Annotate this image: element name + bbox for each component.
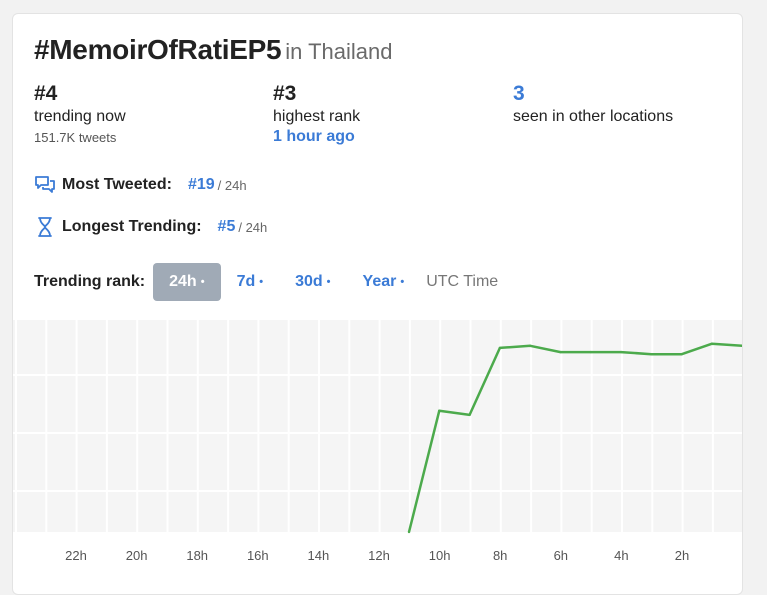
chart-point (529, 344, 532, 348)
chart-x-tick-label: 2h (675, 548, 689, 563)
highest-rank-time-link[interactable]: 1 hour ago (273, 128, 355, 145)
chart-x-tick-label: 6h (554, 548, 568, 563)
trending-rank-title: Trending rank: (34, 273, 146, 290)
chart-x-tick-label: 12h (368, 548, 390, 563)
chart-point (741, 344, 742, 347)
trending-rank-value: #4 (34, 82, 58, 105)
trending-rank-label: trending now (34, 108, 126, 125)
tab-24h-label: 24h (169, 273, 197, 290)
longest-trending-unit: / 24h (238, 219, 268, 235)
most-tweeted-value[interactable]: #19 (187, 176, 215, 193)
chat-bubbles-icon (34, 174, 56, 196)
hourglass-icon (34, 216, 56, 238)
chart-point (498, 346, 502, 350)
tab-year-label: Year (362, 273, 397, 290)
chart-point (407, 530, 411, 534)
chart-point (559, 350, 562, 354)
chart-plot-area (13, 319, 742, 532)
chart-x-tick-label: 14h (308, 548, 330, 563)
chart-x-tick-label: 18h (186, 548, 208, 563)
most-tweeted-label: Most Tweeted: (62, 176, 172, 193)
other-locations-count[interactable]: 3 (513, 82, 525, 105)
tab-30d-dot: • (326, 275, 331, 288)
chart-point (680, 352, 683, 356)
highest-rank-label: highest rank (273, 108, 361, 125)
tab-30d[interactable]: 30d • (279, 263, 346, 301)
chart-x-tick-label: 4h (614, 548, 628, 563)
tab-year-dot: • (400, 275, 405, 288)
most-tweeted-unit: / 24h (217, 177, 247, 193)
chart-point (589, 350, 592, 354)
chart-point (710, 342, 714, 345)
chart-point (438, 409, 441, 412)
tab-7d-dot: • (259, 275, 264, 288)
longest-trending-value[interactable]: #5 (217, 218, 236, 235)
tweet-count: 151.7K tweets (34, 130, 117, 145)
location-label: in Thailand (285, 39, 393, 64)
tab-7d-label: 7d (236, 273, 256, 290)
hashtag-title[interactable]: #MemoirOfRatiEP5 (34, 34, 282, 65)
chart-x-tick-label: 20h (126, 548, 148, 563)
tab-7d[interactable]: 7d • (221, 263, 280, 301)
tab-30d-label: 30d (295, 273, 323, 290)
trend-title: #MemoirOfRatiEP5 in Thailand (34, 34, 393, 66)
rank-range-bar: Trending rank: 24h • 7d • 30d • Year • UTC T… (34, 262, 498, 302)
chart-point (468, 413, 471, 417)
chart-x-tick-label: 22h (65, 548, 87, 563)
stat-other-locations: 3 seen in other locations (513, 82, 673, 128)
chart-x-tick-label: 8h (493, 548, 507, 563)
rank-chart: 22h 20h 18h 16h 14h 12h 10h 8h 6h 4h 2h (13, 319, 742, 563)
highest-rank-value: #3 (273, 82, 297, 105)
other-locations-label: seen in other locations (513, 108, 674, 125)
longest-trending-label: Longest Trending: (62, 218, 202, 235)
longest-trending-row: Longest Trending: #5 / 24h (34, 215, 267, 239)
most-tweeted-row: Most Tweeted: #19 / 24h (34, 173, 247, 197)
chart-x-tick-label: 10h (429, 548, 451, 563)
tab-24h[interactable]: 24h • (153, 263, 221, 301)
tab-24h-dot: • (200, 275, 205, 288)
trend-card: #MemoirOfRatiEP5 in Thailand #4 trending … (12, 13, 743, 595)
tab-year[interactable]: Year • (347, 263, 421, 301)
utc-time-toggle[interactable]: UTC Time (426, 273, 499, 290)
chart-point (650, 352, 653, 356)
stat-highest-rank: #3 highest rank 1 hour ago (273, 82, 360, 146)
chart-point (619, 350, 623, 354)
chart-x-tick-label: 16h (247, 548, 269, 563)
stat-trending-now: #4 trending now 151.7K tweets (34, 82, 126, 148)
chart-series-line (407, 342, 742, 533)
